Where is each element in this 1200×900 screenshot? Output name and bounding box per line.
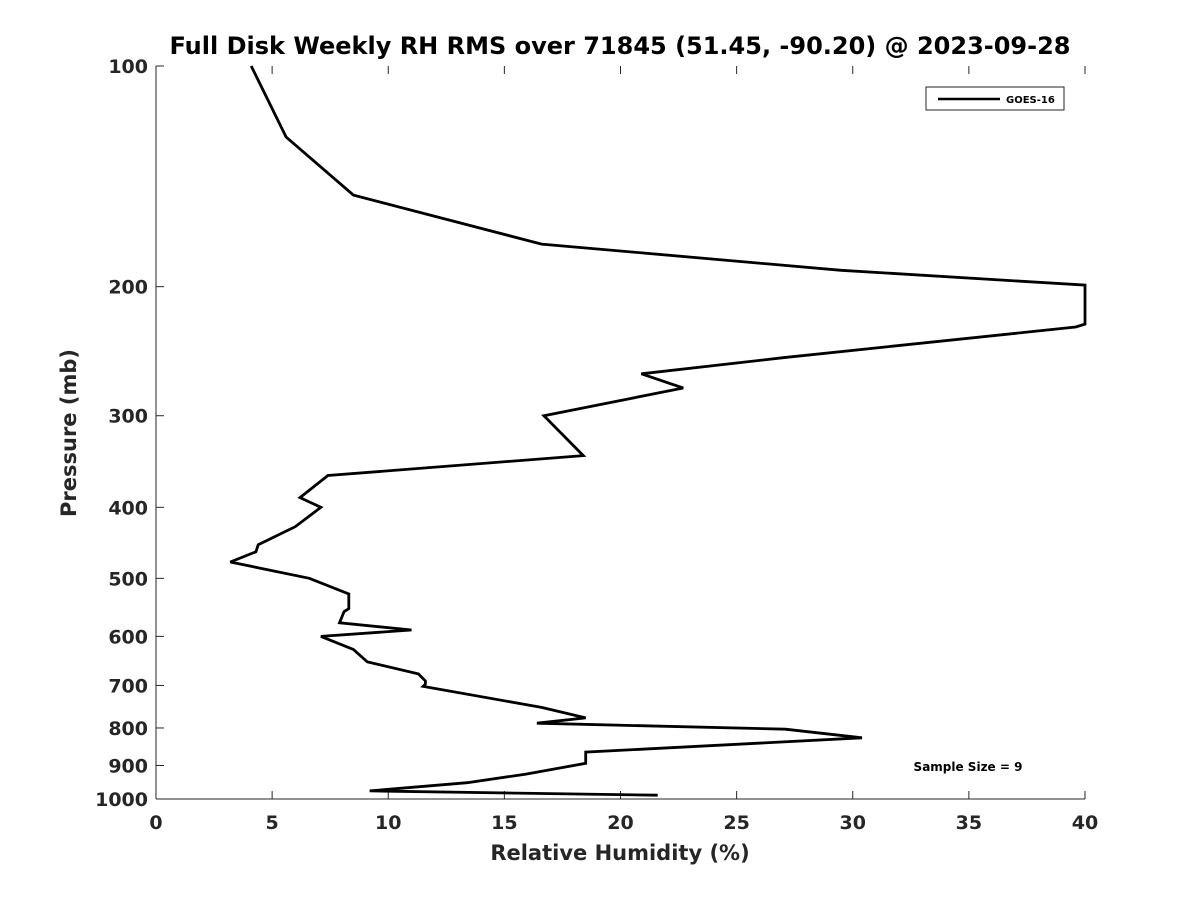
y-tick-label: 200 — [108, 277, 148, 299]
y-tick-label: 900 — [108, 755, 148, 777]
plot-area — [155, 66, 1085, 800]
x-tick-label: 20 — [607, 812, 633, 834]
x-tick-label: 5 — [266, 812, 279, 834]
y-axis-label: Pressure (mb) — [57, 349, 81, 517]
x-tick-label: 15 — [491, 812, 517, 834]
x-tick-label: 40 — [1072, 812, 1098, 834]
y-tick-label: 700 — [108, 675, 148, 697]
y-tick-label: 300 — [108, 406, 148, 428]
y-tick-label: 1000 — [95, 789, 148, 811]
legend: GOES-16 — [925, 86, 1065, 111]
y-tick-label: 600 — [108, 626, 148, 648]
y-tick-label: 100 — [108, 56, 148, 78]
x-tick-label: 25 — [723, 812, 749, 834]
legend-label: GOES-16 — [1006, 95, 1055, 106]
x-ticks: 0 5 10 15 20 25 30 35 40 — [149, 66, 1098, 834]
x-axis-label: Relative Humidity (%) — [490, 841, 749, 865]
sample-size-note: Sample Size = 9 — [914, 760, 1023, 774]
x-tick-label: 10 — [375, 812, 401, 834]
y-tick-label: 800 — [108, 718, 148, 740]
x-tick-label: 30 — [840, 812, 866, 834]
chart-title: Full Disk Weekly RH RMS over 71845 (51.4… — [169, 32, 1070, 60]
x-tick-label: 0 — [149, 812, 162, 834]
x-tick-label: 35 — [956, 812, 982, 834]
y-tick-label: 500 — [108, 568, 148, 590]
y-tick-label: 400 — [108, 497, 148, 519]
series-line — [229, 65, 1087, 797]
series-layer — [229, 65, 1087, 797]
y-ticks: 100 200 300 400 500 600 700 800 900 1000 — [95, 56, 164, 811]
